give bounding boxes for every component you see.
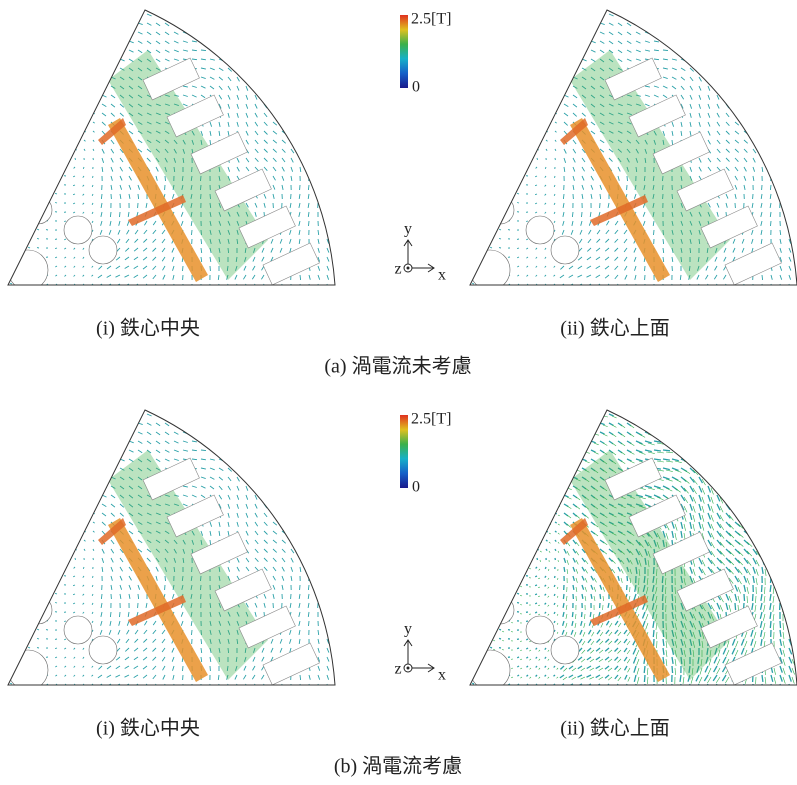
field-plot: (i) 鉄心中央 — [8, 10, 341, 340]
z-axis-dot — [407, 667, 410, 670]
panel-caption: (i) 鉄心中央 — [96, 717, 200, 740]
colorbar-min: 0 — [412, 479, 420, 496]
hole — [526, 216, 554, 244]
z-axis-dot — [407, 267, 410, 270]
group-caption: (a) 渦電流未考慮 — [324, 355, 471, 378]
hole — [486, 196, 514, 224]
hole — [89, 636, 117, 664]
axis-x: x — [438, 667, 446, 684]
colorbar-max: 2.5[T] — [411, 11, 451, 28]
axis-z: z — [394, 261, 401, 278]
hole — [8, 250, 48, 290]
axis-z: z — [394, 661, 401, 678]
panel-caption: (ii) 鉄心上面 — [560, 717, 669, 740]
axis-y: y — [404, 621, 412, 638]
field-plot: (ii) 鉄心上面 — [470, 10, 797, 340]
field — [8, 411, 341, 690]
hole — [551, 636, 579, 664]
hole — [24, 596, 52, 624]
field — [8, 11, 341, 290]
field-plot: (ii) 鉄心上面 — [470, 410, 797, 740]
panel-caption: (i) 鉄心中央 — [96, 317, 200, 340]
colorbar — [400, 415, 408, 488]
hole — [470, 650, 510, 690]
colorbar-min: 0 — [412, 79, 420, 96]
field — [470, 411, 797, 693]
hole — [64, 616, 92, 644]
hole — [551, 236, 579, 264]
hole — [486, 596, 514, 624]
colorbar — [400, 15, 408, 88]
hole — [8, 650, 48, 690]
field — [470, 11, 797, 290]
colorbar-max: 2.5[T] — [411, 411, 451, 428]
hole — [24, 196, 52, 224]
axis-x: x — [438, 267, 446, 284]
figure: (i) 鉄心中央 (ii) 鉄心上面 2.5[T] 0 y z x (a) 渦電流未考慮 (i)… — [0, 0, 797, 785]
axis-y: y — [404, 221, 412, 238]
panel-caption: (ii) 鉄心上面 — [560, 317, 669, 340]
hole — [526, 616, 554, 644]
field-plot: (i) 鉄心中央 — [8, 410, 341, 740]
hole — [89, 236, 117, 264]
group-caption: (b) 渦電流考慮 — [334, 755, 462, 778]
hole — [470, 250, 510, 290]
hole — [64, 216, 92, 244]
